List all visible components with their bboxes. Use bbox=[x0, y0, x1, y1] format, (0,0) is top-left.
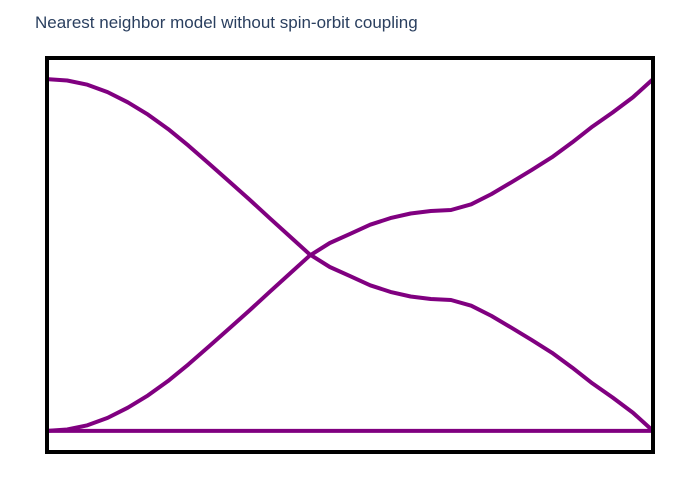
plot-frame bbox=[45, 56, 655, 454]
series-line-1 bbox=[46, 77, 655, 433]
series-line-2 bbox=[46, 77, 655, 433]
chart-title: Nearest neighbor model without spin-orbi… bbox=[35, 13, 418, 32]
series-layer bbox=[46, 77, 655, 433]
